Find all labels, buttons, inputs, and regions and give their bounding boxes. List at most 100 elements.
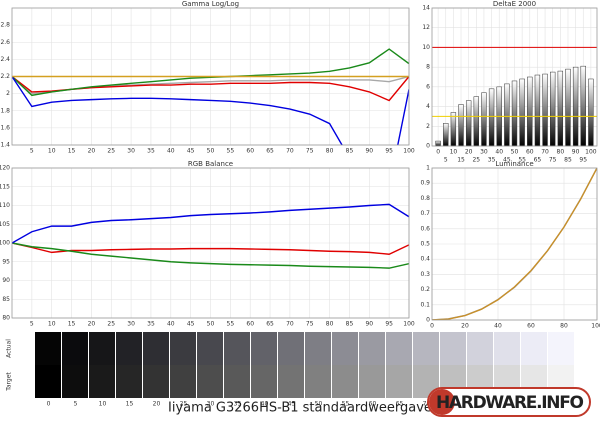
chart-title: Gamma Log/Log	[182, 0, 239, 8]
x-tick-label: 15	[457, 157, 465, 164]
x-tick-label: 5	[444, 157, 448, 164]
x-tick-label: 40	[167, 148, 175, 155]
swatch-actual	[332, 332, 358, 365]
y-tick-label: 0	[426, 317, 430, 324]
swatch-actual	[440, 332, 466, 365]
x-tick-label: 100	[403, 148, 415, 155]
x-tick-label: 0	[430, 323, 434, 330]
x-tick-label: 70	[286, 148, 294, 155]
swatch-actual	[305, 332, 331, 365]
x-tick-label: 70	[541, 149, 549, 156]
bar	[580, 65, 586, 147]
swatch-actual	[251, 332, 277, 365]
swatch-actual	[575, 332, 600, 365]
x-tick-label: 5	[30, 321, 34, 328]
x-tick-label: 90	[572, 149, 580, 156]
x-tick-label: 25	[107, 321, 115, 328]
swatch-actual	[116, 332, 142, 365]
x-tick-label: 45	[187, 321, 195, 328]
swatch-label: 70	[423, 401, 431, 408]
footer-title: Iiyama G3266HS-B1 standaardweergave	[168, 401, 432, 416]
x-tick-label: 20	[88, 148, 96, 155]
swatch-actual	[143, 332, 169, 365]
swatch-actual	[494, 332, 520, 365]
y-tick-label: 0.6	[420, 225, 430, 232]
swatch-target	[62, 365, 88, 398]
x-tick-label: 65	[266, 321, 274, 328]
series-line	[12, 203, 409, 244]
bar	[473, 96, 479, 147]
swatch-actual	[89, 332, 115, 365]
plot-frame	[431, 167, 598, 321]
series-line	[432, 168, 597, 320]
y-tick-label: 14	[422, 5, 430, 12]
x-tick-label: 50	[207, 148, 215, 155]
y-tick-label: 8	[426, 64, 430, 71]
x-tick-label: 55	[227, 321, 235, 328]
swatch-target	[251, 365, 277, 398]
swatch-label: 40	[261, 401, 269, 408]
y-tick-label: 105	[0, 221, 10, 228]
x-tick-label: 20	[465, 149, 473, 156]
bar	[435, 140, 441, 147]
x-tick-label: 85	[564, 157, 572, 164]
x-tick-label: 30	[127, 321, 135, 328]
x-tick-label: 40	[167, 321, 175, 328]
y-tick-label: 0.5	[420, 241, 430, 248]
x-tick-label: 45	[187, 148, 195, 155]
x-tick-label: 100	[403, 321, 415, 328]
y-tick-label: 0.3	[420, 271, 430, 278]
bar	[504, 83, 510, 147]
x-tick-label: 55	[518, 157, 526, 164]
bar	[550, 71, 556, 147]
y-tick-label: 12	[422, 24, 430, 31]
x-tick-label: 10	[450, 149, 458, 156]
x-tick-label: 20	[88, 321, 96, 328]
y-tick-label: 0.2	[420, 286, 430, 293]
x-tick-label: 100	[591, 323, 600, 330]
x-tick-label: 40	[495, 149, 503, 156]
series-line	[12, 242, 409, 255]
swatch-label: 35	[234, 401, 242, 408]
y-tick-label: 0.1	[420, 301, 430, 308]
swatch-label: 55	[342, 401, 350, 408]
y-tick-label: 0.7	[420, 210, 430, 217]
x-tick-label: 20	[461, 323, 469, 330]
x-tick-label: 90	[365, 321, 373, 328]
swatch-target	[116, 365, 142, 398]
y-tick-label: 95	[2, 258, 10, 265]
swatch-actual	[170, 332, 196, 365]
x-tick-label: 35	[147, 148, 155, 155]
y-tick-label: 115	[0, 183, 10, 190]
x-tick-label: 90	[365, 148, 373, 155]
swatch-target	[197, 365, 223, 398]
y-tick-label: 120	[0, 165, 10, 172]
x-tick-label: 95	[579, 157, 587, 164]
swatch-label: 30	[207, 401, 215, 408]
swatch-label: 25	[180, 401, 188, 408]
y-tick-label: 2	[426, 123, 430, 130]
y-tick-label: 2.4	[0, 56, 10, 63]
y-tick-label: 1.8	[0, 107, 10, 114]
swatch-actual	[521, 332, 547, 365]
plot-frame	[11, 7, 410, 146]
swatch-label: 60	[369, 401, 377, 408]
swatch-target	[143, 365, 169, 398]
y-tick-label: 10	[422, 44, 430, 51]
x-tick-label: 75	[306, 321, 314, 328]
swatch-actual	[413, 332, 439, 365]
swatch-target	[332, 365, 358, 398]
y-tick-label: 2.2	[0, 73, 10, 80]
swatch-target	[224, 365, 250, 398]
swatch-target	[278, 365, 304, 398]
swatch-label: 0	[47, 401, 51, 408]
x-tick-label: 95	[385, 321, 393, 328]
plot-frame	[11, 167, 410, 319]
x-tick-label: 15	[68, 148, 76, 155]
x-tick-label: 60	[246, 321, 254, 328]
bar	[527, 76, 533, 147]
plot-frame	[431, 7, 598, 147]
bar	[519, 78, 525, 147]
x-tick-label: 80	[326, 148, 334, 155]
